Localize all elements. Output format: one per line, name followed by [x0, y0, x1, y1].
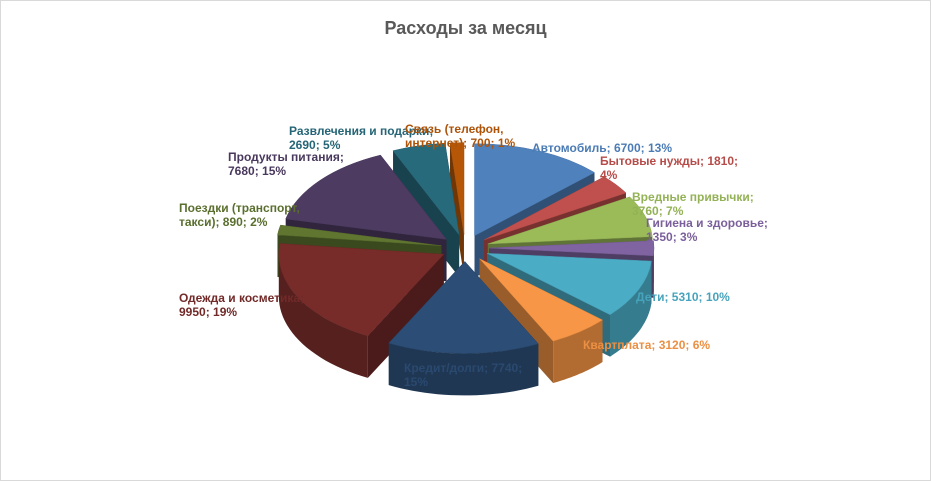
data-label-line: Бытовые нужды; 1810; [600, 154, 739, 168]
data-label-продукты-питания: Продукты питания; 7680; 15% [228, 150, 344, 178]
data-label-line: интернет); 700; 1% [405, 136, 516, 150]
data-label-одежда-и-косметика: Одежда и косметика; 9950; 19% [179, 291, 304, 319]
data-label-line: Поездки (транспорт, [179, 201, 300, 215]
data-label-line: Продукты питания; [228, 150, 344, 164]
slice-top [278, 243, 445, 337]
slice-side [388, 343, 539, 396]
data-label-line: такси); 890; 2% [179, 215, 268, 229]
data-label-line: Квартплата; 3120; 6% [583, 338, 711, 352]
pie-slice-связь-телефон-интернет [449, 142, 465, 277]
pie-slice-одежда-и-косметика [278, 243, 445, 378]
data-label-line: Связь (телефон, [405, 122, 504, 136]
data-label-line: Дети; 5310; 10% [636, 290, 730, 304]
chart-title: Расходы за месяц [384, 18, 547, 38]
slice-top [277, 224, 442, 246]
data-label-бытовые-нужды: Бытовые нужды; 1810; 4% [600, 154, 738, 182]
data-label-связь-телефон-интернет: Связь (телефон, интернет); 700; 1% [405, 122, 515, 150]
data-label-line: Автомобиль; 6700; 13% [532, 141, 672, 155]
data-label-квартплата: Квартплата; 3120; 6% [583, 338, 710, 352]
data-label-line: Вредные привычки; [632, 190, 754, 204]
slice-top [479, 258, 604, 342]
data-label-дети: Дети; 5310; 10% [636, 290, 730, 304]
slice-top [484, 176, 627, 241]
data-label-line: 7680; 15% [228, 164, 287, 178]
data-label-line: Кредит/долги; 7740; [404, 361, 523, 375]
data-label-line: Развлечения и подарки; [289, 124, 434, 138]
slice-top [488, 240, 655, 257]
data-label-line: 1350; 3% [646, 230, 698, 244]
data-label-line: 3760; 7% [632, 204, 684, 218]
data-label-line: 2690; 5% [289, 138, 341, 152]
slice-top [285, 154, 448, 240]
pie-slice-кредит-долги [388, 261, 539, 396]
slice-wall [449, 142, 464, 277]
slice-top [392, 143, 460, 236]
pie-slice-квартплата [479, 258, 604, 384]
data-label-line: Гигиена и здоровье; [646, 216, 768, 230]
slice-top [388, 261, 539, 354]
slice-side [653, 248, 654, 298]
data-label-вредные-привычки: Вредные привычки; 3760; 7% [632, 190, 754, 218]
data-label-кредит-долги: Кредит/долги; 7740; 15% [404, 361, 522, 389]
data-label-line: 15% [404, 375, 429, 389]
data-label-line: 4% [600, 168, 618, 182]
data-label-line: 9950; 19% [179, 305, 238, 319]
slice-top [449, 142, 465, 235]
slice-side [610, 261, 652, 357]
data-label-поездки-транспорт-такси: Поездки (транспорт, такси); 890; 2% [179, 201, 300, 229]
data-label-гигиена-и-здоровье: Гигиена и здоровье; 1350; 3% [646, 216, 768, 244]
slice-side [278, 254, 368, 378]
slice-top [486, 253, 652, 315]
slice-top [487, 196, 653, 245]
slice-side [553, 320, 603, 384]
data-label-line: Одежда и косметика; [179, 291, 305, 305]
slice-top [474, 143, 596, 237]
data-label-автомобиль: Автомобиль; 6700; 13% [532, 141, 672, 155]
data-label-развлечения-и-подарки: Развлечения и подарки; 2690; 5% [289, 124, 433, 152]
